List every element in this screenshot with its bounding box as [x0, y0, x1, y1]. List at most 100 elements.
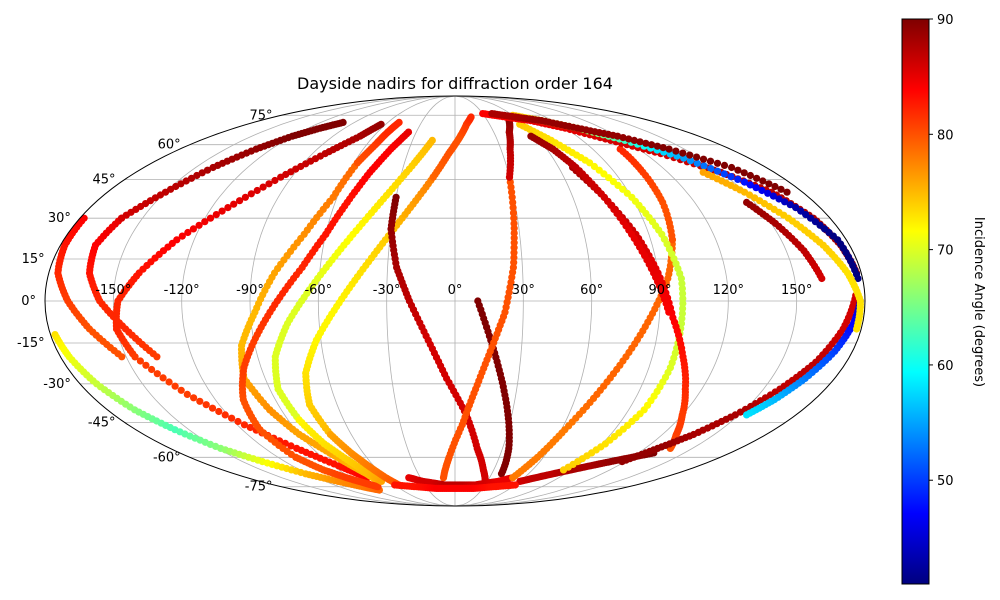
colorbar-gradient — [901, 18, 930, 585]
data-point — [395, 118, 403, 126]
data-point — [212, 211, 220, 219]
data-point — [247, 190, 255, 198]
data-point — [679, 149, 687, 157]
data-point — [240, 421, 248, 429]
data-point — [727, 173, 735, 181]
data-point — [509, 209, 518, 217]
lat-tick-label: 0° — [21, 294, 36, 309]
lat-tick-label: -30° — [43, 377, 71, 392]
data-point — [853, 325, 861, 333]
data-point — [854, 274, 862, 283]
data-point — [202, 401, 210, 409]
lon-tick-label: 0° — [448, 283, 463, 298]
data-point — [189, 225, 197, 233]
data-point — [497, 470, 506, 478]
data-point — [777, 185, 785, 193]
data-point — [665, 308, 673, 316]
colorbar-label: Incidence Angle (degrees) — [971, 217, 986, 387]
lat-tick-label: 45° — [93, 173, 116, 188]
lon-tick-label: -60° — [304, 283, 332, 298]
data-point — [287, 442, 295, 450]
lat-tick-label: 75° — [249, 108, 272, 123]
data-point — [182, 177, 190, 185]
data-point — [195, 221, 203, 229]
colorbar-tick-label: 80 — [937, 128, 954, 143]
data-point — [271, 176, 279, 185]
data-point — [193, 171, 201, 180]
data-point — [753, 174, 761, 182]
data-point — [734, 166, 742, 174]
lon-tick-label: 120° — [713, 283, 744, 298]
data-point — [246, 423, 254, 432]
lat-tick-label: -45° — [88, 415, 116, 430]
data-point — [259, 183, 267, 191]
data-point — [659, 144, 667, 152]
lon-tick-label: 60° — [580, 283, 603, 298]
data-point — [177, 386, 185, 394]
data-point — [165, 378, 173, 386]
longitude-tick-labels: -150° -120° -90° -60° -30° 0° 30° 60° 90° 120° 150… — [95, 283, 812, 298]
data-point — [221, 411, 229, 419]
data-point — [764, 189, 772, 197]
data-point — [184, 228, 192, 237]
data-point — [153, 353, 161, 361]
data-point — [148, 365, 156, 374]
data-point — [728, 163, 736, 172]
data-point — [769, 192, 778, 200]
lat-tick-label: 30° — [48, 211, 71, 226]
colorbar-tick-label: 70 — [937, 244, 954, 259]
data-point — [665, 145, 673, 153]
lon-tick-label: -120° — [164, 283, 200, 298]
data-point — [707, 165, 715, 173]
data-point — [647, 141, 656, 149]
data-point — [771, 182, 779, 191]
data-point — [759, 177, 767, 185]
data-point — [228, 414, 236, 422]
data-point — [679, 299, 687, 308]
lon-tick-label: 150° — [781, 283, 812, 298]
data-point — [642, 139, 650, 147]
data-point — [699, 155, 708, 163]
data-point — [605, 174, 613, 182]
data-point — [746, 171, 755, 180]
data-point — [740, 169, 748, 177]
data-point — [713, 159, 722, 167]
data-point — [203, 166, 212, 174]
data-point — [693, 153, 701, 161]
data-point — [118, 353, 126, 361]
data-point — [187, 174, 196, 182]
data-point — [636, 138, 644, 146]
data-point — [765, 180, 773, 188]
data-point — [404, 128, 413, 136]
data-point — [178, 232, 186, 240]
data-point — [818, 274, 826, 283]
lon-tick-label: -150° — [95, 283, 131, 298]
data-point — [693, 159, 701, 167]
data-point — [377, 120, 385, 128]
data-point — [218, 207, 226, 215]
data-point — [700, 162, 708, 170]
data-point — [653, 142, 662, 150]
data-point — [131, 353, 139, 361]
data-point — [374, 483, 382, 491]
colorbar-tick-label: 60 — [937, 359, 954, 374]
lat-tick-label: -15° — [17, 336, 45, 351]
colorbar-tick-label: 50 — [937, 474, 954, 489]
data-point — [206, 214, 215, 222]
data-point — [183, 390, 191, 398]
lat-tick-label: -75° — [245, 480, 273, 495]
data-points — [51, 110, 865, 494]
data-point — [686, 157, 695, 165]
data-point — [746, 181, 754, 189]
data-point — [720, 170, 728, 178]
data-point — [511, 481, 519, 489]
data-point — [177, 180, 185, 188]
data-point — [509, 204, 517, 212]
data-point — [614, 132, 622, 140]
data-point — [142, 361, 150, 369]
data-point — [153, 370, 161, 378]
data-point — [618, 458, 626, 466]
data-point — [686, 151, 694, 159]
data-point — [781, 198, 789, 206]
